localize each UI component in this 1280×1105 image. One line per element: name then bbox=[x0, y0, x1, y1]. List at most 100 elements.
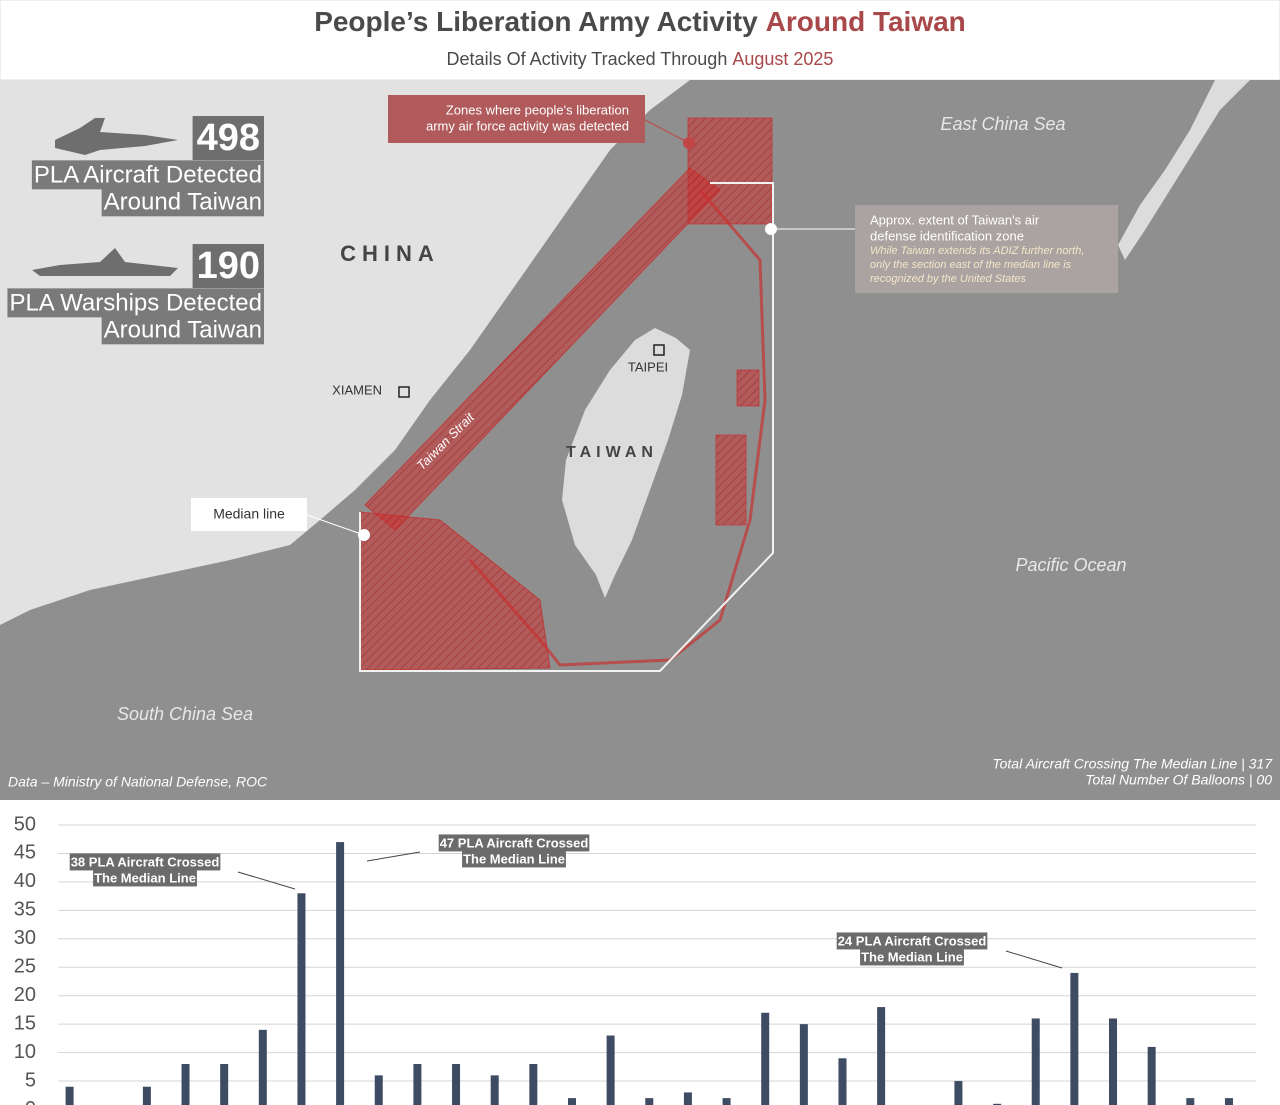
annotation-bg bbox=[438, 834, 590, 852]
zone-callout: Zones where people's liberation bbox=[446, 102, 629, 117]
bar bbox=[1147, 1046, 1156, 1105]
taipei-label: TAIPEI bbox=[628, 359, 668, 374]
bar bbox=[799, 1024, 808, 1105]
bar bbox=[567, 1098, 576, 1105]
annotation-bg bbox=[836, 932, 988, 950]
bar bbox=[722, 1098, 731, 1105]
annotation-leader bbox=[366, 851, 421, 862]
bar bbox=[993, 1103, 1002, 1105]
y-tick-label: 40 bbox=[14, 870, 36, 892]
xiamen-marker bbox=[398, 386, 410, 398]
zone-callout: army air force activity was detected bbox=[426, 118, 629, 133]
y-tick-label: 25 bbox=[14, 956, 36, 978]
bar bbox=[490, 1075, 499, 1105]
bar bbox=[1186, 1098, 1195, 1105]
bar bbox=[1031, 1018, 1040, 1105]
median-box bbox=[191, 498, 307, 531]
stat-label: Around Taiwan bbox=[104, 188, 262, 215]
subtitle: Details Of Activity Tracked Through Augus… bbox=[447, 49, 834, 69]
adiz-callout: Approx. extent of Taiwan's air bbox=[870, 212, 1040, 227]
adiz-outline bbox=[359, 182, 774, 672]
annotation-bg bbox=[860, 948, 964, 966]
stat-label: PLA Aircraft Detected bbox=[34, 161, 262, 188]
stat-value-bg bbox=[192, 116, 264, 161]
taipei-marker bbox=[653, 344, 665, 356]
stat-value: 498 bbox=[197, 117, 260, 159]
adiz-note: only the section east of the median line… bbox=[870, 259, 1072, 271]
sea-label: Pacific Ocean bbox=[1015, 555, 1126, 575]
bar bbox=[1070, 972, 1079, 1105]
bar bbox=[606, 1035, 615, 1105]
adiz-callout-box bbox=[855, 205, 1118, 293]
bar bbox=[142, 1086, 151, 1105]
adiz-callout: defense identification zone bbox=[870, 228, 1024, 243]
bar bbox=[336, 842, 345, 1105]
bar bbox=[1109, 1018, 1118, 1105]
flight-loop bbox=[468, 189, 767, 667]
zone-leader bbox=[644, 119, 690, 144]
taiwan-land bbox=[562, 328, 690, 598]
bar bbox=[452, 1063, 461, 1105]
y-tick-label: 15 bbox=[14, 1012, 36, 1034]
bar bbox=[374, 1075, 383, 1105]
stat-label-bg bbox=[7, 288, 264, 318]
annotation-leader bbox=[1005, 950, 1063, 969]
annotation: The Median Line bbox=[463, 851, 565, 866]
zone-east bbox=[715, 434, 747, 526]
bar bbox=[181, 1063, 190, 1105]
footer-stat: Total Number Of Balloons | 00 bbox=[1085, 772, 1272, 788]
annotation: 24 PLA Aircraft Crossed bbox=[838, 933, 987, 948]
stat-label-bg bbox=[101, 187, 264, 217]
bar bbox=[838, 1058, 847, 1105]
title-highlight: Around Taiwan bbox=[766, 6, 966, 37]
annotation: 47 PLA Aircraft Crossed bbox=[440, 835, 589, 850]
stat-value-bg bbox=[192, 244, 264, 289]
bar bbox=[413, 1063, 422, 1105]
stat-label: Around Taiwan bbox=[104, 316, 262, 343]
bar bbox=[954, 1081, 963, 1105]
footer-stat: Total Aircraft Crossing The Median Line … bbox=[992, 756, 1273, 772]
stat-value: 190 bbox=[197, 245, 260, 287]
y-tick-label: 20 bbox=[14, 984, 36, 1006]
y-tick-label: 5 bbox=[25, 1069, 36, 1091]
bar bbox=[877, 1007, 886, 1105]
y-tick-label: 50 bbox=[14, 813, 36, 835]
sea-label: South China Sea bbox=[117, 704, 253, 724]
y-tick-label: 0 bbox=[25, 1098, 36, 1105]
map: CHINA TAIWAN XIAMEN TAIPEI Taiwan Strait… bbox=[0, 80, 1280, 800]
annotation: The Median Line bbox=[861, 949, 963, 964]
y-tick-label: 30 bbox=[14, 927, 36, 949]
warship-icon bbox=[32, 248, 178, 276]
annotation-bg bbox=[93, 869, 197, 887]
stat-label-bg bbox=[31, 160, 264, 190]
adiz-note: recognized by the United States bbox=[870, 273, 1026, 285]
china-label: CHINA bbox=[340, 241, 440, 266]
bar bbox=[1224, 1098, 1233, 1105]
chart-bg bbox=[0, 800, 1280, 1105]
annotation-leader bbox=[237, 871, 296, 890]
bar bbox=[529, 1063, 538, 1105]
bar bbox=[761, 1012, 770, 1105]
annotation: The Median Line bbox=[94, 870, 196, 885]
bar bbox=[220, 1063, 229, 1105]
source: Data – Ministry of National Defense, ROC bbox=[8, 774, 268, 790]
y-tick-label: 35 bbox=[14, 899, 36, 921]
title: People’s Liberation Army Activity Around … bbox=[314, 6, 966, 37]
y-tick-label: 10 bbox=[14, 1041, 36, 1063]
annotation: 38 PLA Aircraft Crossed bbox=[71, 854, 220, 869]
zone-callout-box bbox=[388, 95, 645, 143]
zone-east-2 bbox=[736, 369, 760, 407]
median-label: Median line bbox=[213, 506, 285, 522]
annotation-bg bbox=[462, 850, 566, 868]
zone-north bbox=[687, 117, 773, 225]
bar bbox=[297, 893, 306, 1105]
y-tick-label: 45 bbox=[14, 842, 36, 864]
title-main: People’s Liberation Army Activity bbox=[314, 6, 758, 37]
subtitle-main: Details Of Activity Tracked Through bbox=[447, 49, 728, 69]
bar bbox=[683, 1092, 692, 1105]
annotation-bg bbox=[69, 853, 221, 871]
bar bbox=[65, 1086, 74, 1105]
stat-label: PLA Warships Detected bbox=[9, 289, 262, 316]
